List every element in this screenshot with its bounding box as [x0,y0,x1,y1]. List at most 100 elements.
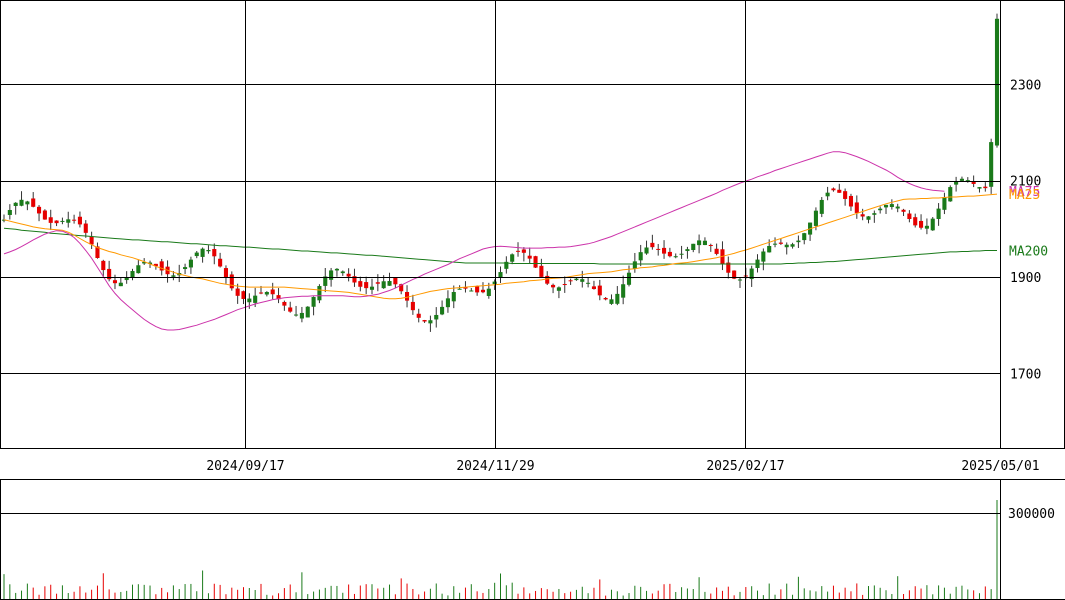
candle-body [60,220,65,222]
candle-body [299,312,304,319]
candle-body [235,288,240,296]
candle-body [580,279,585,282]
candle-body [153,263,158,267]
candle-body [866,216,871,220]
candle-body [650,242,655,248]
date-tick-label: 2025/05/01 [961,459,1039,474]
candle-body [258,292,264,294]
candle-body [218,258,223,267]
candle-body [615,293,620,304]
candle-body [948,187,953,202]
candle-body [223,268,229,278]
candle-body [13,202,18,206]
candle-body [954,181,959,185]
candle-body [521,249,526,253]
candle-body [334,268,339,271]
candle-body [527,255,532,259]
candle-body [965,180,970,182]
axis-labels: 2300 2100 1900 1700 2024/09/17 2024/11/29 2025… [206,78,1055,522]
candle-body [679,253,684,255]
candle-body [854,202,859,213]
candle-body [329,270,334,280]
candlesticks [1,13,1000,332]
candle-body [831,188,836,191]
candle-body [375,282,380,284]
candle-body [533,256,538,268]
price-panel-border [0,0,1065,449]
ma200-line [3,227,997,265]
candle-body [556,287,561,291]
candle-body [434,314,439,320]
candle-body [200,248,205,257]
candle-body [638,252,643,261]
candle-body [796,240,801,243]
candle-body [188,259,193,268]
candle-body [901,209,906,212]
candle-body [726,262,731,273]
candle-body [919,220,924,228]
candle-body [451,292,456,302]
candle-body [959,178,964,181]
candle-body [924,225,929,229]
price-tick-label: 2100 [1010,175,1041,190]
candle-body [621,284,626,298]
candle-body [194,252,199,257]
candle-body [25,201,30,205]
candle-body [644,247,649,254]
candle-body [77,216,82,225]
candle-body [714,248,719,254]
candle-body [702,240,707,246]
candle-body [761,251,766,262]
price-tick-label: 1700 [1010,367,1041,382]
candle-body [445,298,450,308]
candle-body [626,272,632,285]
candle-body [428,320,433,324]
candle-body [878,208,883,211]
candle-body [294,314,299,316]
candle-body [737,279,743,281]
candle-body [422,320,427,322]
candle-body [399,284,404,292]
candle-body [241,291,246,299]
candle-body [551,284,556,288]
candle-body [54,220,59,224]
candle-body [837,189,842,193]
candle-body [440,306,445,315]
candle-body [603,297,608,300]
candle-body [883,204,889,208]
candle-body [860,214,865,217]
candle-body [843,191,848,199]
candle-body [247,298,252,303]
candle-body [732,270,737,279]
candle-body [457,288,462,290]
candle-body [381,281,386,289]
candle-body [288,307,293,312]
candle-body [124,277,129,281]
candle-body [31,198,36,207]
candle-body [597,285,602,296]
candle-body [586,282,591,284]
date-tick-label: 2024/09/17 [206,459,284,474]
ma25-line [3,193,998,300]
candle-body [136,265,141,274]
ma75-line [3,151,945,331]
candle-body [276,295,281,300]
candle-body [673,256,678,258]
candle-body [463,287,468,289]
candle-body [89,236,94,245]
candle-body [545,275,550,284]
date-tick-label: 2025/02/17 [706,459,784,474]
candle-body [591,286,597,290]
candle-body [510,254,515,262]
candle-body [212,249,217,257]
candle-body [358,281,363,287]
candle-body [393,277,398,285]
candle-body [813,210,818,226]
candle-body [206,249,211,252]
candle-body [977,187,982,189]
candle-body [112,280,118,284]
candle-body [942,197,947,210]
candle-body [118,282,123,287]
volume-tick-label: 300000 [1008,507,1055,522]
candle-body [352,276,357,283]
